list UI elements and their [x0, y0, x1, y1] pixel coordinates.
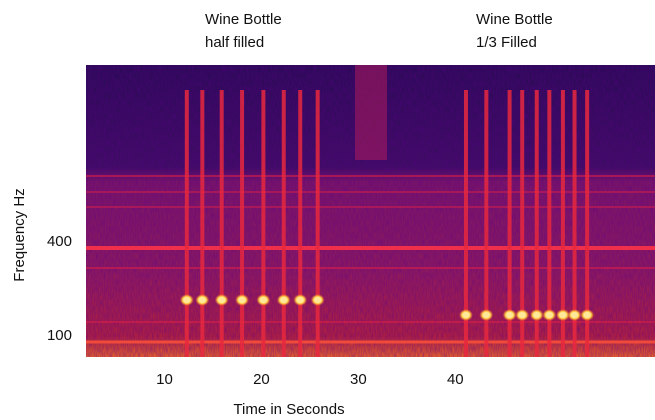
tap-core: [218, 297, 225, 303]
y-tick-label: 100: [47, 327, 72, 344]
tap-core: [519, 312, 526, 318]
tap-streak: [316, 90, 320, 357]
x-tick-label: 30: [350, 371, 367, 388]
tap-core: [546, 312, 553, 318]
x-axis-label: Time in Seconds: [233, 401, 344, 418]
tap-streak: [185, 90, 189, 357]
tap-streak: [261, 90, 265, 357]
chart: Wine Bottle half filled Wine Bottle 1/3 …: [0, 0, 655, 420]
x-tick-label: 40: [447, 371, 464, 388]
tap-core: [584, 312, 591, 318]
y-axis-label: Frequency Hz: [11, 188, 28, 281]
noise-burst: [355, 65, 387, 160]
tap-core: [260, 297, 267, 303]
tap-core: [533, 312, 540, 318]
tap-core: [571, 312, 578, 318]
annotation: half filled: [205, 34, 264, 51]
tap-streak: [220, 90, 224, 357]
y-tick-label: 400: [47, 233, 72, 250]
annotation: Wine Bottle: [205, 11, 282, 28]
tap-core: [183, 297, 190, 303]
annotation: Wine Bottle: [476, 11, 553, 28]
x-tick-label: 20: [253, 371, 270, 388]
tap-core: [462, 312, 469, 318]
tap-core: [506, 312, 513, 318]
annotation: 1/3 Filled: [476, 34, 537, 51]
tap-streak: [200, 90, 204, 357]
tap-streak: [240, 90, 244, 357]
page: Wine Bottle half filled Wine Bottle 1/3 …: [0, 0, 655, 420]
tap-core: [559, 312, 566, 318]
spectrogram: [86, 65, 655, 357]
tap-core: [199, 297, 206, 303]
tap-core: [297, 297, 304, 303]
tap-streak: [298, 90, 302, 357]
tap-core: [239, 297, 246, 303]
tap-core: [280, 297, 287, 303]
tap-streak: [282, 90, 286, 357]
x-tick-label: 10: [156, 371, 173, 388]
tap-core: [483, 312, 490, 318]
tap-core: [314, 297, 321, 303]
